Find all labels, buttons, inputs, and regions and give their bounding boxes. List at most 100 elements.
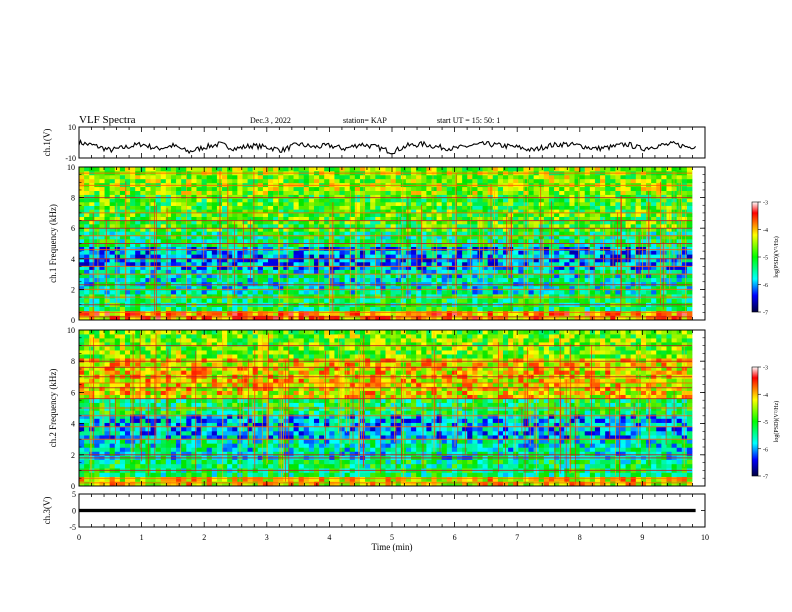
spectrogram-cell <box>109 194 116 199</box>
spectrogram-cell <box>625 190 632 195</box>
spectrogram-cell <box>124 223 131 228</box>
spectrogram-cell <box>170 306 177 312</box>
spectrogram-cell <box>472 220 478 225</box>
spectrogram-cell <box>298 227 305 232</box>
spectrogram-cell <box>528 269 535 274</box>
spectrogram-cell <box>441 269 448 274</box>
spectrogram-cell <box>656 190 662 195</box>
spectrogram-cell <box>247 186 254 191</box>
spectrogram-cell <box>160 167 167 172</box>
spectrogram-cell <box>686 277 693 283</box>
spectrogram-cell <box>528 242 535 247</box>
spectrogram-cell <box>513 186 519 191</box>
spectrogram-cell <box>502 306 509 312</box>
spectrogram-cell <box>262 178 269 184</box>
spectrogram-cell <box>467 190 473 195</box>
spectrogram-cell <box>451 186 458 191</box>
spectrogram-cell <box>84 306 90 312</box>
spectrogram-cell <box>365 205 371 210</box>
spectrogram-cell <box>589 298 596 303</box>
spectrogram-cell <box>569 261 575 267</box>
spectrogram-cell <box>411 205 417 210</box>
spectrogram-cell <box>268 254 274 259</box>
spectrogram-cell <box>513 212 519 217</box>
spectrogram-cell <box>257 289 264 295</box>
spectrogram-cell <box>482 298 489 303</box>
spectrogram-cell <box>477 310 483 316</box>
spectrogram-cell <box>497 277 504 283</box>
spectrogram-cell <box>252 231 259 236</box>
spectrogram-cell <box>201 205 208 210</box>
spectrogram-cell <box>559 310 565 316</box>
spectrogram-cell <box>222 315 228 321</box>
spectrogram-cell <box>589 265 596 270</box>
spectrogram-cell <box>84 205 90 210</box>
spectrogram-cell <box>477 258 483 263</box>
spectrogram-cell <box>135 209 141 214</box>
spectrogram-cell <box>605 285 611 291</box>
spectrogram-cell <box>533 212 540 217</box>
spectrogram-cell <box>457 258 463 263</box>
spectrogram-cell <box>124 209 131 214</box>
spectrogram-cell <box>605 220 611 225</box>
spectrogram-cell <box>538 227 545 232</box>
spectrogram-cell <box>140 293 146 299</box>
spectrogram-cell <box>446 190 453 195</box>
spectrogram-cell <box>385 254 392 259</box>
spectrogram-cell <box>84 238 90 244</box>
spectrogram-cell <box>232 254 238 259</box>
spectrogram-cell <box>395 285 402 291</box>
spectrogram-cell <box>344 212 351 217</box>
spectrogram-cell <box>119 238 126 244</box>
spectrogram-cell <box>293 315 300 321</box>
spectrogram-cell <box>548 298 555 303</box>
spectrogram-cell <box>140 212 146 217</box>
spectrogram-cell <box>615 209 621 214</box>
spectrogram-cell <box>569 250 575 255</box>
spectrogram-cell <box>426 194 432 199</box>
spectrogram-cell <box>635 242 642 247</box>
spectrogram-cell <box>145 261 151 267</box>
spectrogram-cell <box>124 310 131 316</box>
spectrogram-cell <box>354 220 361 225</box>
spectrogram-cell <box>94 293 100 299</box>
spectrogram-cell <box>462 223 468 228</box>
spectrogram-cell <box>656 205 662 210</box>
spectrogram-cell <box>635 178 642 184</box>
spectrogram-cell <box>186 277 192 283</box>
spectrogram-cell <box>155 315 162 321</box>
spectrogram-cell <box>405 250 412 255</box>
spectrogram-cell <box>349 174 356 180</box>
spectrogram-cell <box>89 212 95 217</box>
spectrogram-cell <box>237 269 243 274</box>
spectrogram-cell <box>196 223 202 228</box>
spectrogram-cell <box>584 289 591 295</box>
spectrogram-cell <box>436 285 443 291</box>
spectrogram-cell <box>283 220 289 225</box>
spectrogram-cell <box>206 178 213 184</box>
spectrogram-cell <box>390 258 397 263</box>
spectrogram-cell <box>518 261 524 267</box>
spectrogram-cell <box>114 227 121 232</box>
spectrogram-cell <box>313 285 320 291</box>
spectrogram-cell <box>206 242 213 247</box>
spectrogram-cell <box>119 231 126 236</box>
spectrogram-cell <box>564 277 570 283</box>
spectrogram-cell <box>467 178 473 184</box>
spectrogram-cell <box>359 238 366 244</box>
spectrogram-cell <box>211 277 218 283</box>
spectrogram-cell <box>615 223 621 228</box>
spectrogram-cell <box>421 198 427 203</box>
spectrogram-cell <box>574 198 581 203</box>
spectrogram-cell <box>543 261 550 267</box>
spectrogram-cell <box>227 186 233 191</box>
spectrogram-cell <box>533 194 540 199</box>
spectrogram-cell <box>564 223 570 228</box>
spectrogram-cell <box>186 178 192 184</box>
spectrogram-cell <box>150 258 157 263</box>
spectrogram-cell <box>431 235 437 240</box>
spectrogram-cell <box>94 212 100 217</box>
spectrogram-cell <box>426 178 432 184</box>
spectrogram-cell <box>191 258 197 263</box>
spectrogram-cell <box>656 289 662 295</box>
